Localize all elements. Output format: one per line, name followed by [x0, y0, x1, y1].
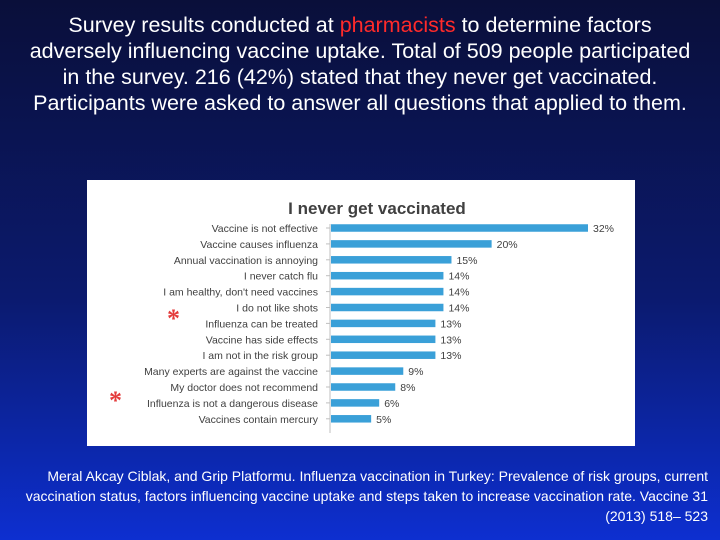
title-text-start: Survey results conducted at [68, 13, 340, 37]
bar [331, 335, 436, 344]
category-label: Influenza can be treated [205, 318, 318, 330]
bar [331, 240, 492, 248]
category-label: Vaccine causes influenza [200, 239, 318, 251]
asterisk-marker-not-dangerous: * [109, 386, 122, 415]
data-label: 5% [376, 414, 391, 426]
category-label: I am not in the risk group [202, 350, 318, 362]
data-label: 6% [384, 398, 399, 410]
category-label: Many experts are against the vaccine [144, 366, 318, 378]
data-label: 20% [497, 239, 518, 251]
bar-chart: I never get vaccinated Vaccine is not ef… [144, 199, 614, 433]
chart-title: I never get vaccinated [288, 199, 466, 218]
slide-title: Survey results conducted at pharmacists … [20, 12, 700, 116]
title-text-end: to determine factors adversely influenci… [29, 13, 691, 115]
bar [331, 415, 372, 423]
data-label: 14% [448, 287, 469, 299]
bar [331, 399, 380, 407]
data-label: 32% [593, 223, 614, 235]
bar [331, 367, 404, 375]
bar [331, 319, 436, 328]
bar [331, 383, 396, 391]
category-label: Annual vaccination is annoying [174, 255, 318, 267]
bar [331, 303, 444, 312]
category-label: I am healthy, don't need vaccines [163, 287, 318, 299]
category-label: Vaccine is not effective [212, 223, 319, 235]
data-label: 13% [440, 318, 461, 330]
bar [331, 256, 452, 264]
citation-text: Meral Akcay Ciblak, and Grip Platformu. … [25, 468, 708, 524]
bar [331, 351, 436, 359]
category-label: Vaccine has side effects [206, 334, 318, 346]
bar [331, 271, 444, 280]
category-label: Vaccines contain mercury [199, 414, 319, 426]
category-label: My doctor does not recommend [170, 382, 318, 394]
title-accent-word: pharmacists [339, 13, 456, 37]
data-label: 14% [448, 271, 469, 283]
data-label: 13% [440, 334, 461, 346]
data-label: 8% [400, 382, 415, 394]
category-label: I never catch flu [244, 271, 318, 283]
asterisk-marker-treated: * [167, 304, 180, 333]
data-label: 13% [440, 350, 461, 362]
category-label: I do not like shots [236, 303, 318, 315]
bar [331, 287, 444, 296]
data-label: 9% [408, 366, 423, 378]
data-label: 14% [448, 303, 469, 315]
bar-chart-panel: I never get vaccinated Vaccine is not ef… [87, 180, 635, 446]
data-label: 15% [456, 255, 477, 267]
bar [331, 224, 588, 232]
category-label: Influenza is not a dangerous disease [147, 398, 318, 410]
